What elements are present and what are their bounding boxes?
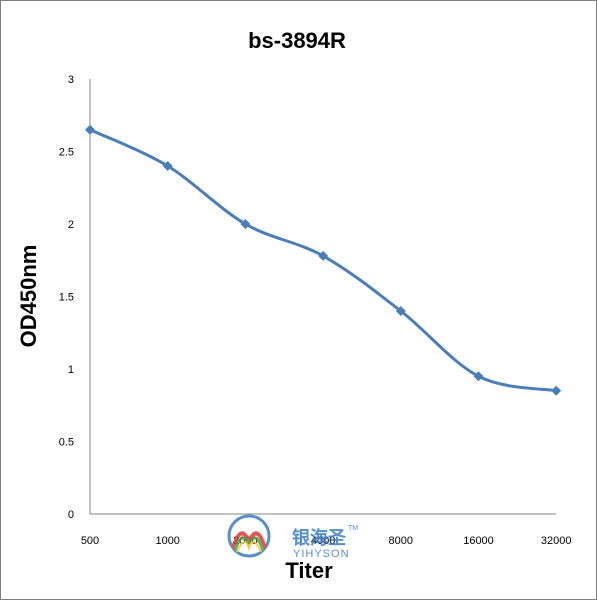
data-point-marker	[318, 250, 329, 261]
y-axis-title: OD450nm	[16, 245, 41, 348]
y-tick-label: 3	[68, 74, 74, 86]
y-tick-label: 1.5	[59, 292, 74, 304]
trademark-mark: TM	[348, 525, 358, 532]
x-axis-ticks: 500 1000 2000 4000 8000 16000 32000	[81, 535, 572, 547]
series-markers	[85, 124, 562, 396]
brand-name-cn: 银海圣	[292, 527, 347, 549]
chart-title: bs-3894R	[248, 28, 346, 53]
data-point-marker	[85, 124, 95, 135]
x-axis-title: Titer	[285, 558, 333, 583]
data-point-marker	[240, 219, 251, 229]
x-tick-label: 16000	[463, 535, 494, 547]
x-tick-label: 1000	[155, 535, 179, 547]
y-axis-ticks: 0 0.5 1 1.5 2 2.5 3	[59, 74, 74, 521]
x-tick-label: 32000	[541, 535, 572, 547]
x-tick-label: 8000	[389, 535, 413, 547]
y-tick-label: 0.5	[59, 437, 74, 449]
y-tick-label: 2.5	[59, 147, 74, 159]
x-tick-label: 4000	[311, 535, 335, 547]
x-tick-label: 500	[81, 535, 99, 547]
data-point-marker	[473, 371, 484, 382]
brand-watermark: 银海圣 TM YIHYSON	[227, 514, 358, 560]
data-point-marker	[551, 385, 562, 396]
brand-name-en: YIHYSON	[293, 548, 350, 560]
y-tick-label: 2	[68, 219, 74, 231]
data-point-marker	[162, 161, 173, 171]
yihyson-logo-icon	[227, 514, 271, 558]
y-tick-label: 0	[68, 509, 74, 521]
data-point-marker	[395, 306, 406, 316]
y-tick-label: 1	[68, 364, 74, 376]
